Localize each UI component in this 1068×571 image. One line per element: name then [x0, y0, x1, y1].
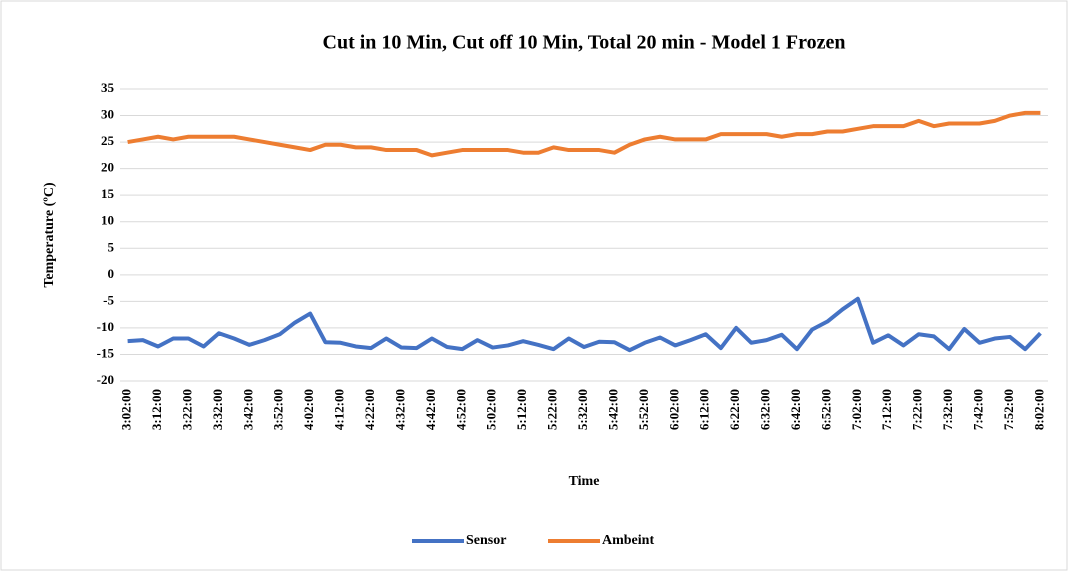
x-tick-label: 4:32:00 [392, 389, 407, 430]
x-tick-label: 6:12:00 [697, 389, 712, 430]
x-tick-label: 3:12:00 [149, 389, 164, 430]
x-tick-label: 4:52:00 [453, 389, 468, 430]
x-tick-label: 3:22:00 [179, 389, 194, 430]
x-tick-label: 4:42:00 [423, 389, 438, 430]
x-tick-label: 7:32:00 [940, 389, 955, 430]
y-tick-label: 20 [101, 160, 114, 175]
x-tick-label: 5:52:00 [636, 389, 651, 430]
x-tick-label: 4:12:00 [332, 389, 347, 430]
y-tick-label: 25 [101, 133, 115, 148]
y-tick-label: 15 [101, 186, 115, 201]
y-tick-label: -5 [103, 292, 114, 307]
x-tick-label: 5:02:00 [484, 389, 499, 430]
x-tick-label: 4:22:00 [362, 389, 377, 430]
y-tick-label: -20 [97, 372, 114, 387]
series-line [127, 296, 1042, 353]
x-tick-label: 6:22:00 [727, 389, 742, 430]
x-tick-label: 3:02:00 [119, 389, 134, 430]
x-axis-label: Time [569, 474, 600, 489]
x-tick-label: 8:02:00 [1031, 389, 1046, 430]
x-tick-label: 7:02:00 [849, 389, 864, 430]
x-tick-label: 7:42:00 [971, 389, 986, 430]
x-tick-label: 7:52:00 [1001, 389, 1016, 430]
x-tick-label: 6:52:00 [818, 389, 833, 430]
x-tick-label: 4:02:00 [301, 389, 316, 430]
x-tick-label: 7:22:00 [910, 389, 925, 430]
y-tick-label: -10 [97, 319, 114, 334]
x-tick-label: 5:12:00 [514, 389, 529, 430]
chart-title: Cut in 10 Min, Cut off 10 Min, Total 20 … [323, 32, 846, 54]
x-tick-label: 5:22:00 [545, 389, 560, 430]
y-tick-label: 5 [108, 239, 115, 254]
x-tick-label: 3:52:00 [271, 389, 286, 430]
y-tick-label: 0 [108, 266, 115, 281]
legend-label: Sensor [466, 533, 506, 548]
x-tick-label: 3:42:00 [240, 389, 255, 430]
x-tick-label: 6:42:00 [788, 389, 803, 430]
x-tick-label: 5:42:00 [605, 389, 620, 430]
x-tick-label: 3:32:00 [210, 389, 225, 430]
series-line [127, 110, 1041, 158]
legend-label: Ambeint [602, 533, 654, 548]
x-tick-label: 6:02:00 [666, 389, 681, 430]
y-tick-label: 30 [101, 107, 114, 122]
x-tick-label: 6:32:00 [758, 389, 773, 430]
y-axis-label: Temperature (ºC) [42, 182, 57, 288]
y-tick-label: 10 [101, 213, 114, 228]
y-tick-label: 35 [101, 80, 115, 95]
x-tick-label: 7:12:00 [879, 389, 894, 430]
y-tick-label: -15 [97, 345, 115, 360]
x-tick-label: 5:32:00 [575, 389, 590, 430]
